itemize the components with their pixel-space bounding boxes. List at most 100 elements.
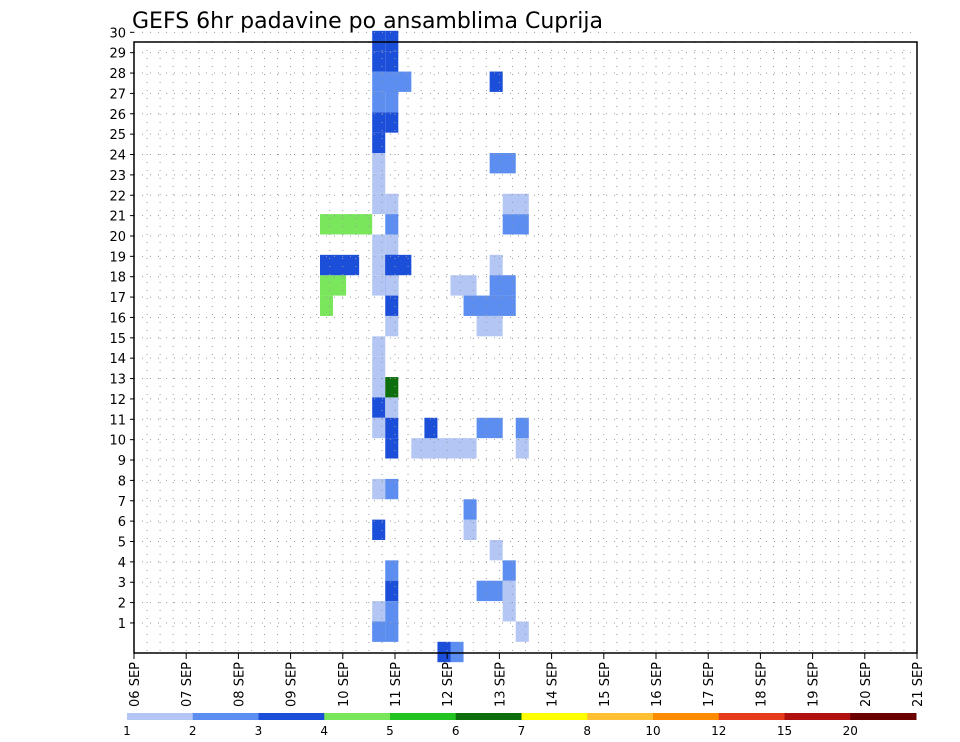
heatmap-cell: [515, 438, 529, 459]
heatmap-cell: [372, 519, 386, 540]
legend-label: 4: [320, 724, 328, 738]
heatmap-cell: [385, 254, 412, 276]
y-tick-label: 12: [109, 393, 126, 408]
color-legend: 1 2 3 4 5 6 7 8 10 12 15 20: [123, 713, 917, 738]
heatmap-cell: [372, 153, 386, 174]
heatmap-cell: [385, 377, 399, 398]
y-tick-label: 20: [109, 230, 126, 245]
heatmap-cell: [385, 193, 399, 215]
heatmap-cell: [372, 275, 386, 296]
heatmap-cell: [385, 580, 399, 602]
heatmap-cell: [372, 71, 386, 92]
y-tick-label: 18: [109, 271, 126, 286]
heatmap-cell: [372, 601, 386, 622]
y-tick-label: 16: [109, 311, 126, 326]
heatmap-cell: [385, 51, 399, 72]
x-tick-label: 06 SEP: [128, 662, 143, 707]
legend-swatch: [192, 713, 259, 720]
heatmap-cell: [385, 30, 399, 52]
heatmap-cell: [502, 601, 516, 622]
heatmap-cell: [515, 417, 529, 439]
grid-lines: [133, 31, 917, 653]
x-tick-label: 12 SEP: [441, 662, 456, 707]
plot-frame: [133, 41, 918, 654]
legend-label: 8: [583, 724, 591, 738]
heatmap-cell: [372, 417, 386, 439]
heatmap-cell: [385, 91, 399, 113]
heatmap-cell: [372, 621, 386, 642]
legend-label: 1: [123, 724, 131, 738]
legend-swatch: [258, 713, 325, 720]
y-tick-label: 23: [109, 169, 126, 184]
x-tick-label: 20 SEP: [859, 662, 874, 707]
heatmap-cell: [385, 234, 399, 255]
heatmap-cell: [476, 315, 503, 337]
y-tick-label: 21: [109, 210, 126, 225]
heatmap-cell: [372, 112, 386, 133]
heatmap-cell: [372, 478, 386, 500]
y-tick-label: 28: [109, 67, 126, 82]
heatmap-cell: [502, 214, 529, 235]
heatmap-cell: [372, 377, 386, 398]
heatmap-cell: [385, 478, 399, 500]
legend-swatch: [127, 713, 194, 720]
heatmap-cell: [489, 153, 516, 174]
y-tick-label: 17: [109, 291, 126, 306]
x-tick-label: 10 SEP: [337, 662, 352, 707]
legend-label: 20: [843, 724, 858, 738]
y-tick-label: 11: [109, 413, 126, 428]
heatmap-cell: [372, 51, 386, 72]
heatmap-cell: [411, 438, 477, 459]
y-tick-label: 22: [109, 189, 126, 204]
x-tick-label: 21 SEP: [911, 662, 926, 707]
y-tick-label: 7: [118, 495, 126, 510]
y-tick-label: 13: [109, 373, 126, 388]
legend-swatch: [390, 713, 457, 720]
heatmap-cell: [385, 295, 399, 316]
y-tick-label: 14: [109, 352, 126, 367]
heatmap-cell: [372, 173, 386, 194]
legend-label: 3: [255, 724, 263, 738]
heatmap-cell: [489, 275, 516, 296]
heatmap-cell: [502, 193, 529, 215]
heatmap-cell: [385, 214, 399, 235]
heatmap-cell: [463, 295, 516, 316]
heatmap-cell: [385, 621, 399, 642]
x-axis: 06 SEP 07 SEP 08 SEP 09 SEP 10 SEP 11 SEP 12 S…: [128, 653, 926, 707]
x-tick-label: 13 SEP: [493, 662, 508, 707]
heatmap-cell: [385, 71, 412, 92]
heatmap-cell: [424, 417, 438, 439]
legend-label: 15: [777, 724, 792, 738]
y-axis: 1234567891011121314151617181920212223242…: [109, 26, 134, 632]
y-tick-label: 27: [109, 87, 126, 102]
legend-swatch: [850, 713, 917, 720]
heatmap-cell: [385, 560, 399, 581]
heatmap-cell: [385, 417, 399, 439]
heatmap-cell: [424, 438, 438, 459]
heatmap-cell: [385, 397, 399, 418]
heatmap-cell: [385, 275, 399, 296]
x-tick-label: 07 SEP: [180, 662, 195, 707]
legend-swatch: [587, 713, 654, 720]
legend-label: 7: [518, 724, 526, 738]
heatmap-cell: [385, 315, 399, 337]
x-tick-label: 15 SEP: [598, 662, 613, 707]
heatmap-cell: [320, 295, 334, 316]
heatmap-cell: [476, 580, 503, 602]
legend-swatch: [521, 713, 588, 720]
y-tick-label: 9: [118, 454, 126, 469]
heatmap-cell: [437, 641, 451, 663]
heatmap-cell: [450, 641, 464, 663]
x-tick-label: 11 SEP: [389, 662, 404, 707]
legend-label: 2: [189, 724, 197, 738]
x-tick-label: 18 SEP: [754, 662, 769, 707]
legend-label: 5: [386, 724, 394, 738]
heatmap-cell: [385, 112, 399, 133]
heatmap-cell: [385, 438, 399, 459]
heatmap-cell: [463, 499, 477, 520]
y-tick-label: 2: [118, 597, 126, 612]
y-tick-label: 4: [118, 556, 126, 571]
x-tick-label: 17 SEP: [702, 662, 717, 707]
heatmap-cell: [372, 356, 386, 378]
heatmap-cell: [372, 254, 386, 276]
